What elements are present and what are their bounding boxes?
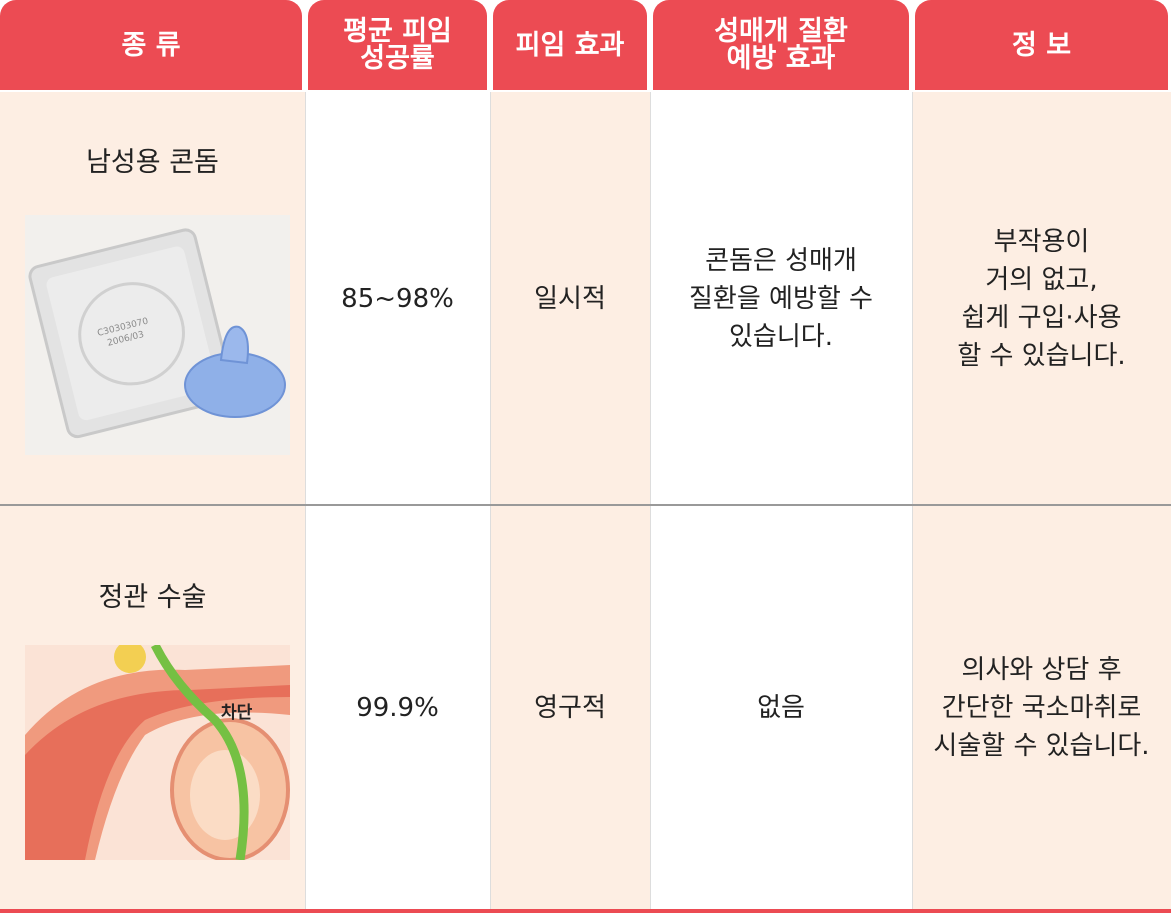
type-name: 남성용 콘돔 (86, 147, 219, 178)
contraceptive-effect-text: 일시적 (534, 283, 606, 314)
column-background (650, 92, 913, 910)
header-line: 피임 효과 (515, 29, 625, 61)
header-line: 성매개 질환 (714, 16, 848, 47)
info-line: 할 수 있습니다. (957, 340, 1126, 371)
info-line: 시술할 수 있습니다. (933, 730, 1150, 761)
header-line: 종 류 (121, 29, 181, 61)
header-cell: 종 류 (0, 0, 302, 90)
std-prevention-line: 없음 (757, 692, 805, 723)
header-cell: 피임 효과 (493, 0, 647, 90)
std-prevention-line: 질환을 예방할 수 (689, 283, 873, 314)
column-background (305, 92, 491, 910)
column-background (490, 92, 651, 910)
row-divider (0, 504, 1171, 506)
type-name: 정관 수술 (98, 582, 207, 613)
std-prevention-line: 있습니다. (729, 321, 833, 352)
vasectomy-illustration: 차단 (25, 645, 290, 860)
header-cell: 정 보 (915, 0, 1168, 90)
header-line: 예방 효과 (726, 43, 836, 74)
contraceptive-effect: 영구적 (490, 506, 650, 909)
std-prevention: 없음 (650, 506, 912, 909)
header-line: 성공률 (360, 43, 435, 74)
success-rate: 99.9% (305, 506, 490, 909)
std-prevention-line: 콘돔은 성매개 (705, 245, 857, 276)
info-line: 의사와 상담 후 (961, 654, 1122, 685)
header-line: 정 보 (1011, 29, 1072, 61)
header-cell: 평균 피임 성공률 (308, 0, 487, 90)
column-background (912, 92, 1171, 910)
contraceptive-effect-text: 영구적 (534, 692, 606, 723)
success-rate-text: 99.9% (356, 692, 439, 723)
info-line: 부작용이 (993, 226, 1090, 257)
info-line: 간단한 국소마취로 (941, 692, 1142, 723)
illustration-label: 차단 (221, 703, 253, 723)
contraceptive-effect: 일시적 (490, 92, 650, 505)
header-cell: 성매개 질환 예방 효과 (653, 0, 909, 90)
info-line: 쉽게 구입·사용 (961, 302, 1122, 333)
success-rate-text: 85~98% (341, 283, 454, 314)
condom-illustration: C30303070 2006/03 (25, 215, 290, 455)
table-bottom-border (0, 909, 1171, 913)
info-line: 거의 없고, (985, 264, 1098, 295)
header-line: 평균 피임 (343, 16, 452, 47)
success-rate: 85~98% (305, 92, 490, 505)
